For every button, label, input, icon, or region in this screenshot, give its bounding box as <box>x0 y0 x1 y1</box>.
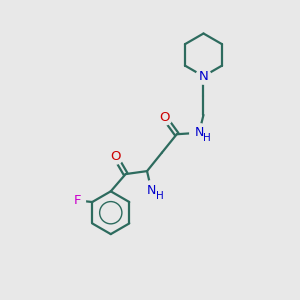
Text: H: H <box>203 133 211 143</box>
Text: N: N <box>199 70 208 83</box>
Text: N: N <box>147 184 156 197</box>
Text: F: F <box>74 194 82 207</box>
Text: O: O <box>110 150 121 163</box>
Text: O: O <box>159 110 169 124</box>
Text: N: N <box>194 126 204 139</box>
Text: H: H <box>156 191 164 201</box>
